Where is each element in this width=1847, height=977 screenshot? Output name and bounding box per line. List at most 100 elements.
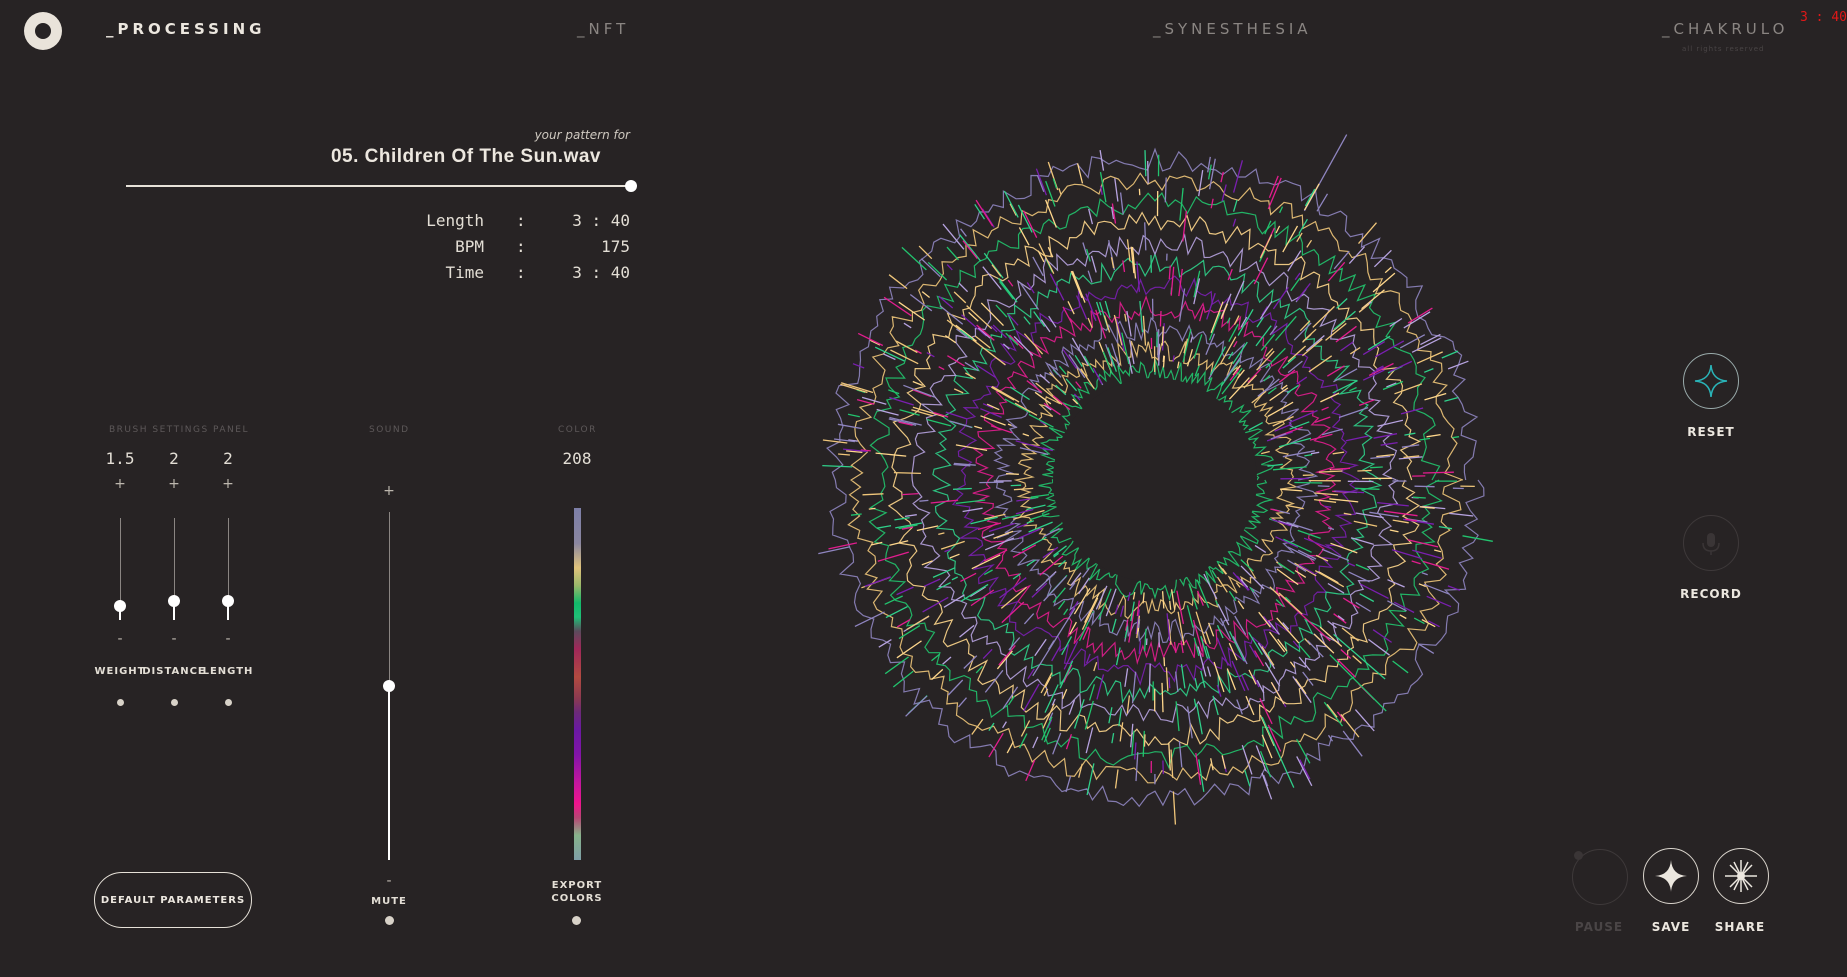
viz-spike	[1003, 190, 1019, 218]
viz-spike	[1211, 569, 1218, 579]
viz-spike	[1193, 278, 1201, 305]
viz-spike	[1275, 599, 1285, 608]
reset-button[interactable]	[1683, 353, 1739, 409]
viz-spike	[1333, 633, 1386, 680]
viz-spike	[1340, 713, 1360, 738]
pause-button[interactable]	[1572, 849, 1628, 905]
viz-spike	[1087, 317, 1093, 329]
viz-spike	[980, 302, 1004, 327]
viz-spike	[1051, 645, 1062, 662]
viz-spike	[1333, 613, 1347, 624]
viz-spike	[1326, 365, 1345, 377]
viz-spike	[1243, 374, 1258, 389]
viz-spike	[1235, 582, 1241, 588]
viz-spike	[1142, 730, 1145, 757]
viz-spike	[974, 335, 991, 349]
viz-spike	[1422, 560, 1450, 570]
viz-spike	[1309, 433, 1333, 441]
sound-slider-knob[interactable]	[383, 680, 395, 692]
viz-spike	[1180, 664, 1186, 689]
progress-knob[interactable]	[625, 180, 637, 192]
viz-spike	[1175, 701, 1180, 732]
viz-spike	[1289, 661, 1296, 668]
sound-minus-button[interactable]: -	[386, 873, 392, 889]
viz-spike	[1261, 716, 1295, 788]
viz-spike	[854, 611, 885, 627]
viz-spike	[1095, 585, 1108, 610]
viz-spike	[1237, 308, 1254, 336]
distance-reset-dot[interactable]	[171, 699, 178, 706]
nav-processing[interactable]: _PROCESSING	[106, 20, 266, 38]
record-button[interactable]	[1683, 515, 1739, 571]
viz-spike	[1055, 384, 1067, 396]
viz-spike	[1325, 322, 1347, 341]
viz-spike	[1449, 512, 1474, 517]
distance-plus-button[interactable]: +	[168, 476, 180, 492]
viz-spike	[991, 264, 1002, 277]
viz-spike	[1355, 601, 1372, 613]
viz-spike	[1124, 313, 1127, 322]
viz-spike	[1312, 305, 1335, 328]
viz-spike	[1373, 433, 1398, 439]
viz-spike	[1318, 470, 1343, 473]
viz-spike	[1161, 591, 1165, 609]
viz-spike	[1213, 661, 1225, 693]
viz-spike	[1053, 552, 1059, 558]
default-parameters-button[interactable]: DEFAULT PARAMETERS	[94, 872, 252, 928]
viz-spike	[1228, 377, 1250, 400]
viz-spike	[1023, 683, 1040, 712]
mute-toggle[interactable]	[385, 916, 394, 925]
distance-slider-knob[interactable]	[168, 595, 180, 607]
weight-slider-track[interactable]	[120, 518, 121, 620]
share-button[interactable]	[1713, 848, 1769, 904]
viz-spike	[1131, 730, 1135, 755]
viz-spike	[1330, 542, 1358, 554]
viz-spike	[1362, 369, 1385, 381]
length-minus-button[interactable]: -	[225, 631, 231, 647]
viz-spike	[988, 722, 995, 731]
nav-nft[interactable]: _NFT	[577, 20, 630, 38]
sound-slider-fill	[388, 686, 390, 860]
viz-spike	[946, 319, 1006, 366]
viz-spike	[944, 334, 957, 344]
viz-spike	[1282, 356, 1297, 369]
color-gradient-slider[interactable]	[574, 508, 581, 860]
viz-spike	[1143, 628, 1147, 652]
viz-spike	[1178, 740, 1183, 768]
viz-spike	[1376, 453, 1395, 458]
length-slider-track[interactable]	[228, 518, 229, 620]
viz-spike	[1110, 257, 1115, 269]
viz-spike	[1255, 745, 1267, 772]
burst-share-icon	[1725, 860, 1757, 892]
viz-spike	[1052, 178, 1058, 189]
sound-plus-button[interactable]: +	[383, 483, 395, 499]
app-logo[interactable]	[24, 12, 62, 50]
weight-reset-dot[interactable]	[117, 699, 124, 706]
length-reset-dot[interactable]	[225, 699, 232, 706]
nav-synesthesia[interactable]: _SYNESTHESIA	[1153, 20, 1312, 38]
progress-bar[interactable]	[126, 185, 631, 187]
distance-minus-button[interactable]: -	[171, 631, 177, 647]
viz-spike	[946, 246, 959, 261]
length-plus-button[interactable]: +	[222, 476, 234, 492]
viz-spike	[984, 537, 1015, 551]
weight-minus-button[interactable]: -	[117, 631, 123, 647]
viz-spike	[1253, 257, 1269, 285]
viz-spike	[1374, 340, 1405, 358]
weight-plus-button[interactable]: +	[114, 476, 126, 492]
viz-spike	[998, 644, 1016, 666]
viz-spike	[841, 382, 874, 394]
sound-heading: SOUND	[369, 425, 410, 435]
viz-spike	[1276, 568, 1299, 586]
nav-chakrulo[interactable]: _CHAKRULO	[1662, 20, 1789, 38]
weight-slider-knob[interactable]	[114, 600, 126, 612]
viz-spike	[1287, 345, 1307, 363]
distance-slider-track[interactable]	[174, 518, 175, 620]
viz-spike	[1062, 306, 1073, 324]
save-button[interactable]	[1643, 848, 1699, 904]
info-time-value: 3 : 40	[572, 263, 630, 282]
viz-spike	[1088, 208, 1094, 225]
length-slider-knob[interactable]	[222, 595, 234, 607]
viz-spike	[1009, 334, 1024, 350]
export-colors-button[interactable]	[572, 916, 581, 925]
